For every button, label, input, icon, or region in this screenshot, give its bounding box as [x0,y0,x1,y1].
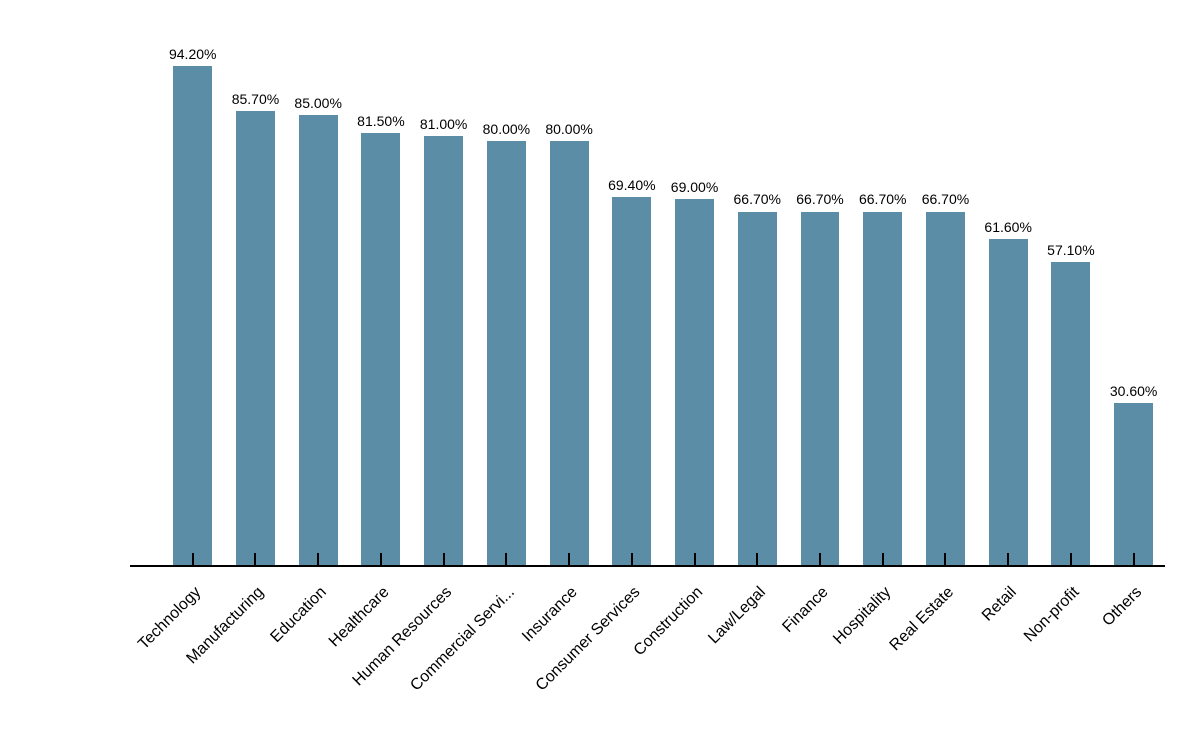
x-tick-mark [568,553,570,565]
x-tick-mark [1070,553,1072,565]
bar-value-label: 81.50% [357,113,404,129]
bar-value-label: 80.00% [483,121,530,137]
bar-value-label: 85.00% [294,95,341,111]
bar [424,136,463,565]
bar [612,197,651,565]
x-tick-mark [505,553,507,565]
bar [1051,262,1090,565]
x-tick-mark [192,553,194,565]
x-tick-mark [944,553,946,565]
bar [989,239,1028,565]
bar-chart: 0.00%25.00%50.00%75.00%100.00% 94.20%85.… [0,0,1200,742]
bar-value-label: 66.70% [922,191,969,207]
x-tick-mark [380,553,382,565]
x-tick-mark [631,553,633,565]
bar [173,66,212,565]
bar [738,212,777,566]
bar [487,141,526,565]
bar [926,212,965,566]
x-tick-mark [882,553,884,565]
bar-value-label: 85.70% [232,91,279,107]
x-tick-mark [1007,553,1009,565]
bar [299,115,338,566]
bar [550,141,589,565]
bar-value-label: 66.70% [734,191,781,207]
bar-value-label: 61.60% [984,219,1031,235]
bar [361,133,400,565]
x-axis-line [130,565,1165,567]
bar-value-label: 66.70% [859,191,906,207]
bar-value-label: 81.00% [420,116,467,132]
plot-area: 94.20% 85.70% 85.00% 81.50% 81.00% 80.00% 80.0… [130,35,1165,565]
x-tick-mark [694,553,696,565]
x-tick-mark [1133,553,1135,565]
bar-value-label: 66.70% [796,191,843,207]
bar-value-label: 57.10% [1047,242,1094,258]
x-tick-mark [317,553,319,565]
x-tick-mark [819,553,821,565]
bar-value-label: 94.20% [169,46,216,62]
bar-value-label: 80.00% [545,121,592,137]
x-tick-mark [254,553,256,565]
bar [863,212,902,566]
bar [1114,403,1153,565]
bar [801,212,840,566]
bar [236,111,275,565]
bar-value-label: 69.00% [671,179,718,195]
x-tick-mark [756,553,758,565]
bar-value-label: 69.40% [608,177,655,193]
bar-value-label: 30.60% [1110,383,1157,399]
bar [675,199,714,565]
x-tick-mark [443,553,445,565]
